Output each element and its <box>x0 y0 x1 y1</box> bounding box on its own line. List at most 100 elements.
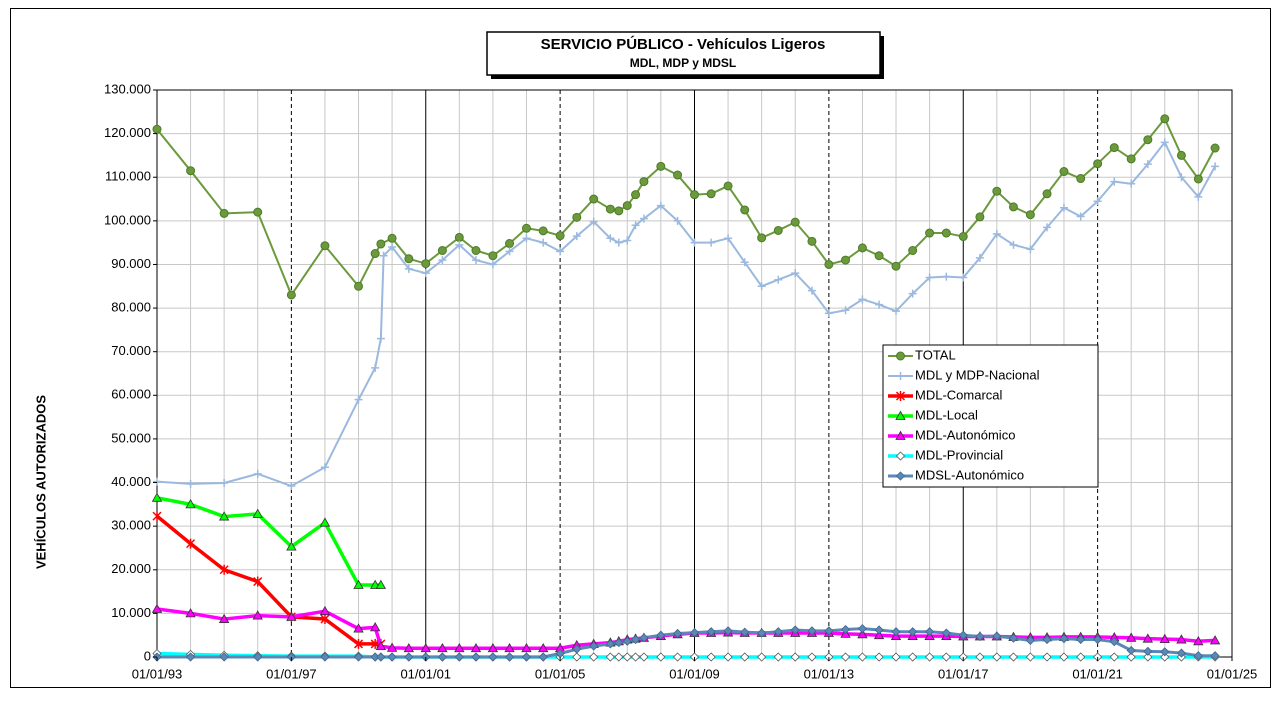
marker <box>807 626 817 636</box>
marker <box>673 216 682 225</box>
marker <box>1009 240 1018 249</box>
marker <box>639 633 649 643</box>
marker <box>740 258 749 267</box>
marker <box>1093 634 1103 645</box>
marker <box>220 478 229 487</box>
legend-label: TOTAL <box>915 347 956 362</box>
marker <box>1143 135 1153 145</box>
y-tick-label: 70.000 <box>111 343 151 358</box>
marker <box>353 579 364 589</box>
marker <box>757 282 766 291</box>
legend-label: MDL-Provincial <box>915 447 1003 462</box>
marker <box>841 255 851 265</box>
marker <box>152 511 162 522</box>
x-tick-label: 01/01/25 <box>1207 666 1258 681</box>
marker <box>606 234 615 243</box>
marker <box>1160 138 1169 147</box>
marker <box>438 256 447 265</box>
title-box <box>486 31 881 76</box>
marker <box>891 652 901 662</box>
marker <box>895 471 906 481</box>
marker <box>1025 652 1035 662</box>
marker <box>1126 652 1136 662</box>
marker <box>253 652 263 662</box>
marker <box>757 233 767 243</box>
marker <box>740 652 750 662</box>
marker <box>219 208 229 218</box>
marker <box>857 624 868 634</box>
marker <box>896 351 905 361</box>
marker <box>556 247 565 256</box>
marker <box>538 652 548 662</box>
marker <box>790 625 800 635</box>
marker <box>874 251 884 261</box>
legend: TOTAL MDL y MDP-Nacional MDL-Comarcal MDL-L… <box>882 344 1099 488</box>
marker <box>219 564 229 575</box>
marker <box>388 243 397 252</box>
marker <box>376 239 386 249</box>
x-tick-label: 01/01/17 <box>938 666 989 681</box>
marker <box>891 261 901 271</box>
marker <box>1210 651 1220 661</box>
marker <box>724 234 733 243</box>
x-tick-label: 01/01/21 <box>1072 666 1123 681</box>
marker <box>319 605 331 616</box>
marker <box>252 508 263 518</box>
marker <box>1110 177 1119 186</box>
marker <box>1177 173 1186 182</box>
marker <box>631 221 640 230</box>
y-tick-label: 20.000 <box>111 561 151 576</box>
marker <box>605 204 615 214</box>
marker <box>623 236 632 245</box>
marker <box>1059 167 1069 177</box>
marker <box>656 161 666 171</box>
marker <box>1008 633 1019 643</box>
marker <box>941 652 951 662</box>
marker <box>975 212 985 222</box>
marker <box>875 300 884 309</box>
marker <box>1160 647 1170 657</box>
marker <box>252 610 263 620</box>
marker <box>1059 203 1068 212</box>
marker <box>589 194 599 204</box>
marker <box>723 181 733 191</box>
marker <box>942 272 951 281</box>
marker <box>1193 651 1203 661</box>
marker <box>895 430 906 440</box>
marker <box>1025 210 1035 220</box>
marker <box>925 273 934 282</box>
marker <box>857 243 867 253</box>
marker <box>622 652 632 662</box>
marker <box>354 281 364 291</box>
marker <box>572 644 582 654</box>
marker <box>572 232 581 241</box>
x-tick-label: 01/01/93 <box>132 666 183 681</box>
marker <box>740 205 750 215</box>
legend-label: MDL-Autonómico <box>915 427 1015 442</box>
marker <box>1042 634 1052 645</box>
y-tick-label: 80.000 <box>111 300 151 315</box>
y-tick-label: 100.000 <box>104 212 151 227</box>
marker <box>975 652 985 662</box>
marker <box>614 206 624 216</box>
marker <box>319 517 331 527</box>
marker <box>1008 202 1018 212</box>
marker <box>895 391 906 401</box>
marker <box>723 626 733 636</box>
marker <box>958 630 968 640</box>
marker <box>925 228 935 238</box>
marker <box>992 652 1002 662</box>
marker <box>1143 646 1153 656</box>
marker <box>841 306 850 315</box>
y-tick-label: 0 <box>144 648 151 663</box>
marker <box>873 629 885 640</box>
marker <box>504 652 515 662</box>
marker <box>387 233 397 243</box>
marker <box>471 256 480 265</box>
marker <box>1059 652 1069 662</box>
chart-title: SERVICIO PÚBLICO - Vehículos Ligeros <box>541 35 826 53</box>
marker <box>857 652 868 662</box>
marker <box>404 652 414 662</box>
